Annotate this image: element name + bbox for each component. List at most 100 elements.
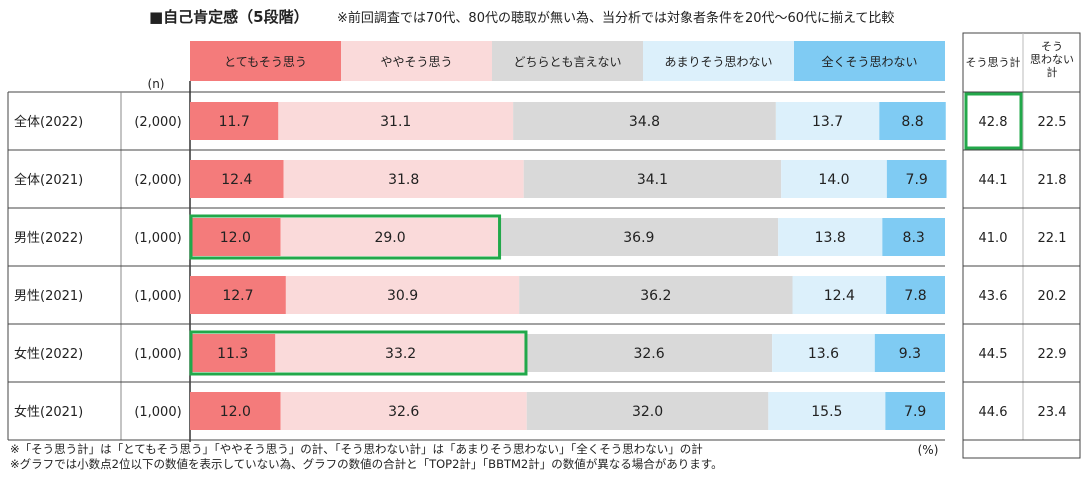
footnote-1: ※「そう思う計」は「とてもそう思う」「ややそう思う」の計、「そう思わない計」は「… xyxy=(10,442,703,456)
legend-label-3: どちらとも言えない xyxy=(513,55,621,69)
bar-value-label: 13.6 xyxy=(808,346,839,362)
bar-value-label: 11.3 xyxy=(217,346,248,362)
highlight-box-female-2022 xyxy=(189,330,528,376)
bar-value-label: 12.4 xyxy=(824,288,855,304)
legend-label-2: ややそう思う xyxy=(380,55,452,69)
percent-label: (%) xyxy=(918,443,939,457)
bar-value-label: 31.8 xyxy=(388,172,419,188)
category-label: 女性(2022) xyxy=(14,346,83,362)
bar-value-label: 7.8 xyxy=(904,288,926,304)
legend-label-1: とてもそう思う xyxy=(224,55,307,69)
summary-top2-value: 43.6 xyxy=(979,289,1008,304)
summary-bottom2-value: 22.5 xyxy=(1038,115,1067,130)
summary-top2-value: 42.8 xyxy=(979,115,1008,130)
bar-segment-3 xyxy=(526,392,769,430)
summary-top2-value: 41.0 xyxy=(979,231,1008,246)
bar-segment-2 xyxy=(275,334,526,372)
bar-segment-4 xyxy=(768,392,886,430)
n-value: (1,000) xyxy=(134,405,181,420)
bar-segment-3 xyxy=(519,276,793,314)
n-label: (n) xyxy=(148,77,165,91)
bar-value-label: 32.0 xyxy=(632,404,663,420)
n-value: (1,000) xyxy=(134,347,181,362)
category-label: 女性(2021) xyxy=(14,404,83,420)
bar-value-label: 11.7 xyxy=(219,114,250,130)
summary-header-top2: そう思う計 xyxy=(966,55,1021,69)
bar-segment-4 xyxy=(775,102,880,140)
category-label: 男性(2022) xyxy=(14,231,83,246)
legend-label-5: 全くそう思わない xyxy=(821,54,917,69)
bar-segment-4 xyxy=(792,276,887,314)
bar-segment-1 xyxy=(190,334,276,372)
bar-segment-2 xyxy=(285,276,520,314)
bar-value-label: 13.8 xyxy=(815,230,846,246)
summary-bottom2-value: 22.9 xyxy=(1038,347,1067,362)
summary-top2-value: 44.5 xyxy=(979,347,1008,362)
footnote-2: ※グラフでは小数点2位以下の数値を表示していない為、グラフの数値の合計と「TOP… xyxy=(10,457,723,471)
bar-segment-5 xyxy=(886,160,947,198)
highlight-box-top2-2022 xyxy=(964,92,1023,150)
bar-value-label: 12.4 xyxy=(221,172,252,188)
n-value: (1,000) xyxy=(134,231,181,246)
legend-box-2 xyxy=(341,41,492,81)
bar-segment-2 xyxy=(280,218,500,256)
legend-label-4: あまりそう思わない xyxy=(664,55,772,69)
bar-segment-3 xyxy=(513,102,776,140)
top-note: ※前回調査では70代、80代の聴取が無い為、当分析では対象者条件を20代～60代… xyxy=(337,10,894,26)
highlight-box-male-2022 xyxy=(189,214,502,260)
bar-value-label: 13.7 xyxy=(812,114,843,130)
bar-value-label: 8.3 xyxy=(903,230,925,246)
summary-header-bottom2-line: 思わない xyxy=(1030,53,1074,66)
bar-value-label: 34.8 xyxy=(629,114,660,130)
bar-value-label: 7.9 xyxy=(906,172,928,188)
bar-value-label: 29.0 xyxy=(374,230,405,246)
n-value: (1,000) xyxy=(134,289,181,304)
bar-value-label: 9.3 xyxy=(899,346,921,362)
category-label: 全体(2021) xyxy=(14,172,83,188)
bar-value-label: 7.9 xyxy=(904,404,926,420)
legend-box-5 xyxy=(794,41,945,81)
bar-segment-2 xyxy=(278,102,514,140)
n-value: (2,000) xyxy=(134,115,181,130)
n-value: (2,000) xyxy=(134,173,181,188)
bar-segment-3 xyxy=(525,334,773,372)
bar-segment-2 xyxy=(283,160,524,198)
bar-value-label: 32.6 xyxy=(388,404,419,420)
chart-title: ■自己肯定感（5段階） xyxy=(149,8,309,26)
bar-segment-4 xyxy=(772,334,875,372)
legend-box-1 xyxy=(190,41,341,81)
bar-value-label: 32.6 xyxy=(633,346,664,362)
bar-segment-4 xyxy=(781,160,887,198)
bar-segment-5 xyxy=(882,218,945,256)
bar-value-label: 36.2 xyxy=(640,288,671,304)
summary-bottom2-value: 22.1 xyxy=(1038,231,1067,246)
bar-segment-1 xyxy=(190,160,284,198)
bar-segment-1 xyxy=(190,102,279,140)
summary-panel-frame xyxy=(962,32,1081,459)
bar-segment-1 xyxy=(190,218,281,256)
summary-top2-value: 44.6 xyxy=(979,405,1008,420)
bar-segment-5 xyxy=(885,392,945,430)
bar-segment-5 xyxy=(886,276,945,314)
bar-segment-5 xyxy=(879,102,946,140)
bar-value-label: 31.1 xyxy=(380,114,411,130)
summary-header-bottom2: そう思わない計 xyxy=(1030,40,1074,79)
bar-segment-1 xyxy=(190,276,286,314)
category-label: 全体(2022) xyxy=(14,114,83,130)
bar-value-label: 12.0 xyxy=(220,230,251,246)
bar-segment-4 xyxy=(778,218,883,256)
summary-header-bottom2-line: そう xyxy=(1041,40,1063,53)
bar-value-label: 8.8 xyxy=(901,114,923,130)
summary-header-bottom2-line: 計 xyxy=(1047,65,1058,79)
summary-bottom2-value: 20.2 xyxy=(1038,289,1067,304)
legend-box-3 xyxy=(492,41,643,81)
summary-bottom2-value: 21.8 xyxy=(1038,173,1067,188)
legend-box-4 xyxy=(643,41,794,81)
bar-value-label: 30.9 xyxy=(387,288,418,304)
bar-segment-2 xyxy=(280,392,527,430)
bar-segment-5 xyxy=(874,334,945,372)
bar-segment-1 xyxy=(190,392,281,430)
bar-value-label: 12.7 xyxy=(222,288,253,304)
